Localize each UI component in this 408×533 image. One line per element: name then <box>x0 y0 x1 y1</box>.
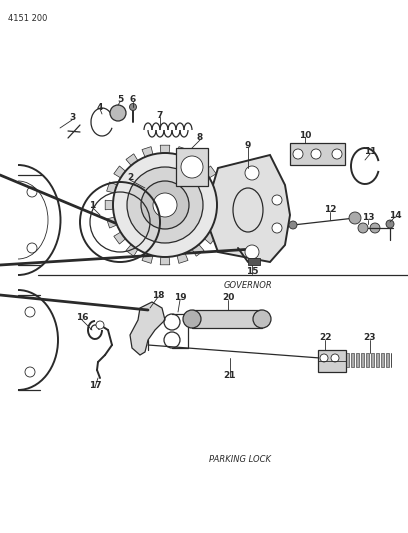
Bar <box>361 353 364 367</box>
Text: 18: 18 <box>152 290 164 300</box>
Polygon shape <box>160 257 170 265</box>
Text: 21: 21 <box>224 370 236 379</box>
Circle shape <box>141 181 189 229</box>
Circle shape <box>153 193 177 217</box>
Text: 4: 4 <box>97 102 103 111</box>
Circle shape <box>272 223 282 233</box>
Text: 1: 1 <box>89 200 95 209</box>
Polygon shape <box>192 245 204 256</box>
Polygon shape <box>106 217 117 228</box>
Text: 12: 12 <box>324 206 336 214</box>
Text: 22: 22 <box>319 334 331 343</box>
Circle shape <box>386 220 394 228</box>
Bar <box>192 310 262 328</box>
Circle shape <box>127 167 203 243</box>
Polygon shape <box>126 245 138 256</box>
Polygon shape <box>105 200 113 210</box>
Polygon shape <box>142 253 153 263</box>
Circle shape <box>181 156 203 178</box>
Text: 3: 3 <box>69 114 75 123</box>
Circle shape <box>289 221 297 229</box>
Circle shape <box>245 245 259 259</box>
Text: 11: 11 <box>364 148 376 157</box>
Bar <box>318 350 346 372</box>
Bar <box>346 353 349 367</box>
Circle shape <box>293 149 303 159</box>
Circle shape <box>311 149 321 159</box>
Text: 2: 2 <box>127 174 133 182</box>
Circle shape <box>332 149 342 159</box>
Bar <box>381 353 384 367</box>
Polygon shape <box>106 182 117 193</box>
Circle shape <box>331 354 339 362</box>
Polygon shape <box>130 302 165 355</box>
Text: 4151 200: 4151 200 <box>8 14 47 23</box>
Circle shape <box>349 212 361 224</box>
Text: 8: 8 <box>197 133 203 142</box>
Text: 14: 14 <box>389 211 401 220</box>
Polygon shape <box>217 200 225 210</box>
Circle shape <box>370 223 380 233</box>
Polygon shape <box>160 145 170 153</box>
Circle shape <box>96 321 104 329</box>
Bar <box>176 148 208 186</box>
Text: 15: 15 <box>246 268 258 277</box>
Polygon shape <box>210 155 290 262</box>
Text: 23: 23 <box>364 334 376 343</box>
Text: GOVERNOR: GOVERNOR <box>224 280 273 289</box>
Polygon shape <box>213 217 223 228</box>
Bar <box>290 143 345 165</box>
Bar <box>386 353 389 367</box>
Text: 17: 17 <box>89 381 101 390</box>
Polygon shape <box>126 154 138 166</box>
Polygon shape <box>177 147 188 157</box>
Text: 7: 7 <box>157 110 163 119</box>
Circle shape <box>272 195 282 205</box>
Polygon shape <box>204 232 216 244</box>
Bar <box>371 353 374 367</box>
Bar <box>366 353 369 367</box>
Polygon shape <box>192 154 204 166</box>
Text: 13: 13 <box>362 214 374 222</box>
Circle shape <box>129 103 137 110</box>
Circle shape <box>245 166 259 180</box>
Bar <box>356 353 359 367</box>
Bar <box>248 258 260 265</box>
Polygon shape <box>177 253 188 263</box>
Polygon shape <box>142 147 153 157</box>
Text: 9: 9 <box>245 141 251 149</box>
Circle shape <box>113 153 217 257</box>
Circle shape <box>110 105 126 121</box>
Ellipse shape <box>183 310 201 328</box>
Polygon shape <box>204 166 216 178</box>
Circle shape <box>358 223 368 233</box>
Text: 20: 20 <box>222 294 234 303</box>
Text: 19: 19 <box>174 294 186 303</box>
Ellipse shape <box>253 310 271 328</box>
Text: 5: 5 <box>117 95 123 104</box>
Circle shape <box>320 354 328 362</box>
Polygon shape <box>213 182 223 193</box>
Polygon shape <box>114 166 126 178</box>
Polygon shape <box>114 232 126 244</box>
Text: PARKING LOCK: PARKING LOCK <box>209 456 271 464</box>
Text: 6: 6 <box>130 95 136 104</box>
Text: 10: 10 <box>299 131 311 140</box>
Bar <box>351 353 354 367</box>
Text: 16: 16 <box>76 313 88 322</box>
Bar <box>376 353 379 367</box>
